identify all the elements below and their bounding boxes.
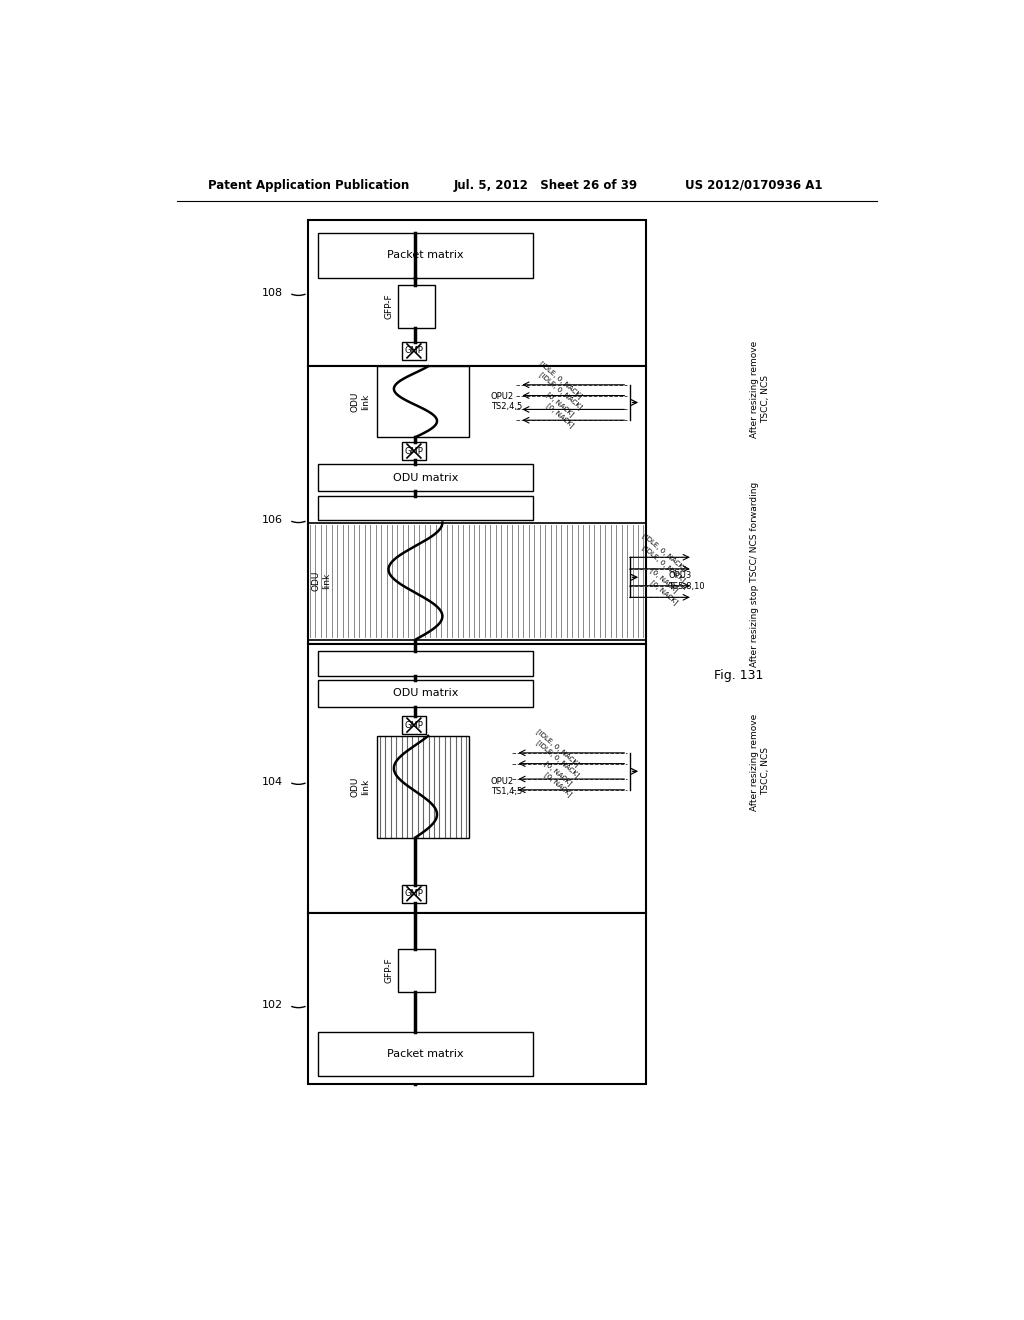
Text: [IDLE, 0, NACK]: [IDLE, 0, NACK] [538, 359, 583, 399]
Text: 104: 104 [262, 777, 283, 787]
Text: OPU2
TS2,4,5: OPU2 TS2,4,5 [490, 392, 522, 412]
Text: ODU matrix: ODU matrix [393, 688, 458, 698]
Text: ODU matrix: ODU matrix [393, 473, 458, 483]
Text: ODU
link: ODU link [350, 392, 370, 412]
Text: [IDLE, 0, NACK]: [IDLE, 0, NACK] [641, 544, 687, 583]
Bar [377, 367, 469, 437]
Text: [IDLE, 0, NACK]: [IDLE, 0, NACK] [641, 532, 687, 572]
Bar [317, 496, 534, 520]
Text: [IDLE, 0, NACK]: [IDLE, 0, NACK] [536, 727, 581, 767]
Bar [317, 651, 534, 676]
Bar [307, 220, 646, 367]
Text: After resizing stop TSCC/ NCS forwarding: After resizing stop TSCC/ NCS forwarding [750, 482, 759, 667]
Text: Jul. 5, 2012   Sheet 26 of 39: Jul. 5, 2012 Sheet 26 of 39 [454, 178, 638, 191]
Text: Packet matrix: Packet matrix [387, 1049, 464, 1059]
Text: US 2012/0170936 A1: US 2012/0170936 A1 [685, 178, 822, 191]
Text: GMP: GMP [404, 446, 423, 455]
Text: After resizing remove: After resizing remove [750, 341, 759, 438]
Text: [0, NACK]: [0, NACK] [543, 771, 573, 797]
Text: ODU
link: ODU link [312, 572, 331, 591]
Text: 106: 106 [262, 515, 283, 525]
Bar [317, 680, 534, 706]
Text: TSCC, NCS: TSCC, NCS [761, 747, 770, 796]
Text: OPU3
TS5,8,10: OPU3 TS5,8,10 [668, 572, 705, 591]
Text: After resizing remove: After resizing remove [750, 713, 759, 810]
Bar [401, 342, 426, 360]
Text: GMP: GMP [404, 721, 423, 730]
Text: GFP-F: GFP-F [384, 294, 393, 319]
Bar [377, 737, 469, 838]
Text: GMP: GMP [404, 346, 423, 355]
Bar [401, 715, 426, 734]
Bar [307, 913, 646, 1084]
Bar [307, 644, 646, 913]
Text: 108: 108 [262, 288, 283, 298]
Bar [317, 1032, 534, 1076]
Text: Fig. 131: Fig. 131 [714, 669, 764, 682]
Text: 102: 102 [262, 1001, 283, 1010]
Bar [307, 366, 646, 644]
Text: [0, NACK]: [0, NACK] [545, 401, 575, 428]
Text: [IDLE, 0, NACK]: [IDLE, 0, NACK] [538, 371, 583, 411]
Bar [397, 285, 435, 327]
Text: Patent Application Publication: Patent Application Publication [208, 178, 409, 191]
Text: GFP-F: GFP-F [384, 957, 393, 983]
Text: [IDLE, 0, NACK]: [IDLE, 0, NACK] [536, 738, 581, 777]
Text: TSCC, NCS: TSCC, NCS [761, 375, 770, 422]
Text: [0, NACK]: [0, NACK] [649, 568, 679, 594]
Bar [317, 465, 534, 491]
Text: [0, NACK]: [0, NACK] [545, 391, 575, 417]
Bar [401, 442, 426, 461]
Bar [317, 234, 534, 277]
Bar [401, 884, 426, 903]
Text: GMP: GMP [404, 890, 423, 898]
Text: Packet matrix: Packet matrix [387, 251, 464, 260]
Bar [397, 949, 435, 991]
Text: OPU2
TS1,4,5: OPU2 TS1,4,5 [490, 777, 522, 796]
Text: [0, NACK]: [0, NACK] [543, 760, 573, 787]
Text: [0, NACK]: [0, NACK] [649, 578, 679, 606]
Bar [307, 523, 646, 640]
Text: ODU
link: ODU link [350, 776, 370, 797]
